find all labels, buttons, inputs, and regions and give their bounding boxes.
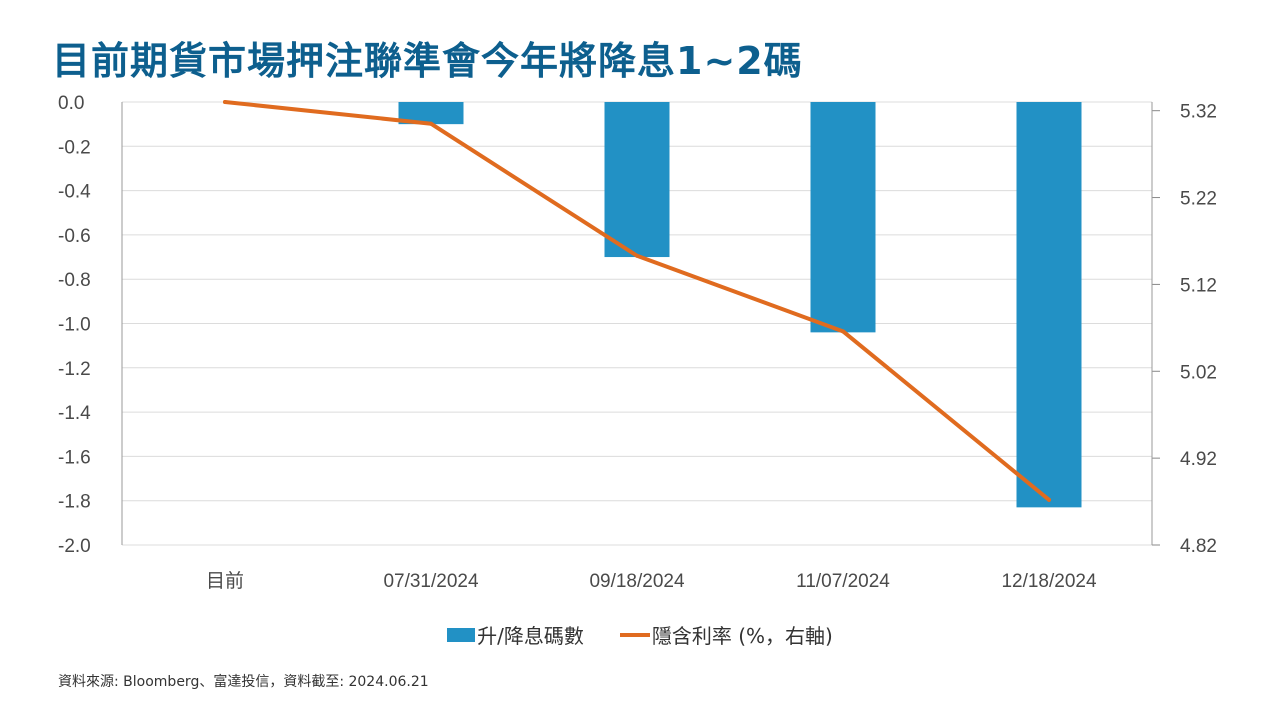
rate-point <box>429 121 433 126</box>
y-right-tick-label: 5.02 <box>1180 362 1217 383</box>
bar <box>1016 102 1082 508</box>
x-tick-label: 07/31/2024 <box>383 571 479 592</box>
x-tick-label: 12/18/2024 <box>1001 571 1097 592</box>
rate-point <box>841 329 845 334</box>
source-note: 資料來源: Bloomberg、富達投信，資料截至: 2024.06.21 <box>58 674 429 690</box>
bar <box>810 102 876 333</box>
y-right-tick-label: 5.32 <box>1180 102 1217 123</box>
y-left-tick-label: -1.4 <box>58 403 91 424</box>
y-left-tick-label: -2.0 <box>58 536 91 557</box>
rate-point <box>1047 497 1051 502</box>
legend: 升/降息碼數 隱含利率 (%，右軸) <box>0 620 1280 649</box>
y-left-tick-label: -0.2 <box>58 137 91 158</box>
rate-point <box>223 100 227 104</box>
y-right-tick-label: 4.92 <box>1180 449 1217 470</box>
bar <box>604 102 670 258</box>
y-right-tick-label: 4.82 <box>1180 536 1217 557</box>
x-tick-label: 11/07/2024 <box>796 571 890 592</box>
y-right-tick-label: 5.22 <box>1180 189 1217 210</box>
y-left-tick-label: -0.6 <box>58 226 91 247</box>
y-left-tick-label: -1.6 <box>58 447 91 468</box>
y-left-tick-label: -0.4 <box>58 182 91 203</box>
x-tick-label: 09/18/2024 <box>589 571 685 592</box>
y-left-tick-label: -0.8 <box>58 270 91 291</box>
legend-swatch-line <box>619 632 650 637</box>
legend-label-line: 隱含利率 (%，右軸) <box>651 624 833 648</box>
rate-point <box>635 253 639 258</box>
x-tick-label: 目前 <box>206 570 244 592</box>
y-left-tick-label: 0.0 <box>58 93 84 114</box>
y-left-tick-label: -1.2 <box>58 359 91 380</box>
y-right-tick-label: 5.12 <box>1180 275 1217 296</box>
y-left-tick-label: -1.0 <box>58 315 91 336</box>
legend-swatch-bar <box>447 627 476 642</box>
legend-item-bars: 升/降息碼數 <box>447 620 584 649</box>
bar <box>398 102 464 125</box>
legend-label-bars: 升/降息碼數 <box>477 624 584 648</box>
chart-title: 目前期貨市場押注聯準會今年將降息1~2碼 <box>52 39 803 83</box>
y-left-tick-label: -1.8 <box>58 492 91 513</box>
legend-item-line: 隱含利率 (%，右軸) <box>619 620 833 649</box>
